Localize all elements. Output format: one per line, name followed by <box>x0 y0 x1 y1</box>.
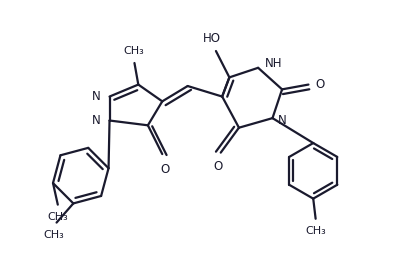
Text: NH: NH <box>264 58 282 70</box>
Text: O: O <box>314 78 324 91</box>
Text: CH₃: CH₃ <box>44 230 64 240</box>
Text: O: O <box>160 163 169 176</box>
Text: CH₃: CH₃ <box>123 46 143 56</box>
Text: N: N <box>92 114 101 127</box>
Text: CH₃: CH₃ <box>47 212 68 222</box>
Text: N: N <box>277 114 286 127</box>
Text: N: N <box>92 90 101 103</box>
Text: CH₃: CH₃ <box>305 226 325 236</box>
Text: HO: HO <box>202 32 221 45</box>
Text: O: O <box>213 160 222 173</box>
